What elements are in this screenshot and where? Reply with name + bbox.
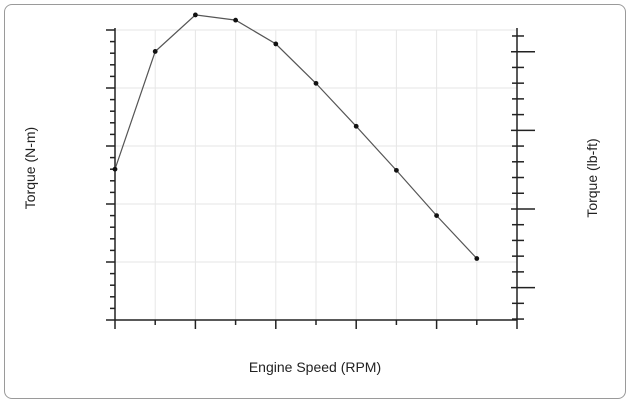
chart-frame: [4, 4, 626, 399]
data-point: [273, 41, 279, 47]
data-point: [233, 17, 239, 23]
grid: [115, 29, 517, 320]
data-point: [152, 49, 158, 54]
data-point: [193, 12, 198, 18]
y2-axis-label: Torque (lb-ft): [584, 138, 600, 217]
x-axis-label: Engine Speed (RPM): [249, 359, 381, 375]
data-point: [112, 166, 118, 172]
y-axis-label: Torque (N-m): [22, 127, 38, 209]
torque-line: [114, 14, 478, 259]
data-point: [313, 80, 319, 86]
data-point: [474, 256, 480, 261]
labels: Engine Speed (RPM) Torque (N-m) Torque (…: [22, 127, 600, 375]
data-point: [353, 123, 359, 129]
series-group: [112, 12, 480, 261]
data-point: [394, 167, 399, 173]
axes: [106, 28, 535, 329]
data-point: [434, 213, 439, 219]
